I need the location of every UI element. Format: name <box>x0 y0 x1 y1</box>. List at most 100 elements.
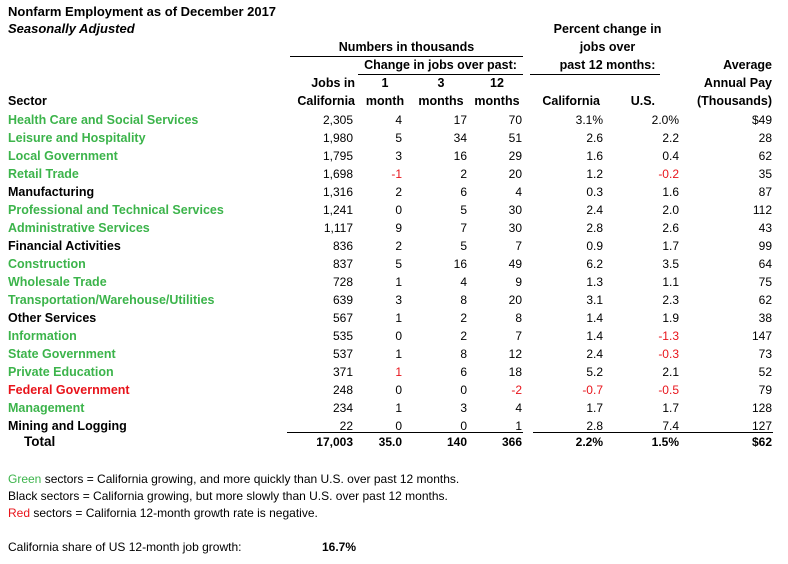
change-1m-value: 1 <box>395 401 402 415</box>
us-pct-value: 2.2 <box>662 131 679 145</box>
ca-pct-value: 2.8 <box>586 419 603 433</box>
sector-name: Health Care and Social Services <box>8 113 199 127</box>
sector-name: Leisure and Hospitality <box>8 131 146 145</box>
us-pct-value: 7.4 <box>662 419 679 433</box>
share-value: 16.7% <box>322 540 357 554</box>
header-numbers-thousands: Numbers in thousands <box>338 40 475 54</box>
jobs-value: 728 <box>332 275 353 289</box>
total-3m: 140 <box>446 435 467 449</box>
jobs-value: 1,241 <box>322 203 353 217</box>
change-12m-value: 18 <box>508 365 522 379</box>
header-avg-l1: Average <box>723 58 772 72</box>
change-1m-value: 5 <box>395 131 402 145</box>
change-12m-value: 4 <box>515 185 522 199</box>
change-1m-value: -1 <box>391 167 402 181</box>
header-pct-change-l2: jobs over <box>579 40 636 54</box>
jobs-value: 234 <box>332 401 353 415</box>
change-1m-value: 1 <box>395 347 402 361</box>
ca-pct-value: 3.1% <box>575 113 603 127</box>
sector-name: Wholesale Trade <box>8 275 107 289</box>
avg-pay-value: 28 <box>758 131 772 145</box>
change-12m-value: 30 <box>508 221 522 235</box>
change-3m-value: 4 <box>460 275 467 289</box>
total-pay: $62 <box>751 435 772 449</box>
table-row: Financial Activities 836 2 5 7 0.9 1.7 99 <box>0 237 788 255</box>
us-pct-value: 2.3 <box>662 293 679 307</box>
sector-name: Other Services <box>8 311 97 325</box>
change-1m-value: 0 <box>395 419 402 433</box>
jobs-value: 567 <box>332 311 353 325</box>
change-12m-value: 1 <box>515 419 522 433</box>
header-1m-l1: 1 <box>381 76 389 90</box>
header-avg-l2: Annual Pay <box>703 76 772 90</box>
jobs-value: 836 <box>332 239 353 253</box>
sector-name: Information <box>8 329 77 343</box>
ca-pct-value: 3.1 <box>586 293 603 307</box>
avg-pay-value: 99 <box>758 239 772 253</box>
total-jobs: 17,003 <box>316 435 353 449</box>
header-us: U.S. <box>630 94 655 108</box>
avg-pay-value: 35 <box>758 167 772 181</box>
change-3m-value: 2 <box>460 167 467 181</box>
page-title: Nonfarm Employment as of December 2017 <box>8 4 277 19</box>
change-3m-value: 17 <box>453 113 467 127</box>
change-12m-value: 30 <box>508 203 522 217</box>
ca-pct-value: 1.4 <box>586 329 603 343</box>
sector-name: Manufacturing <box>8 185 95 199</box>
jobs-value: 1,698 <box>322 167 353 181</box>
avg-pay-value: 64 <box>758 257 772 271</box>
header-1m-l2: month <box>365 94 405 108</box>
table-row: Local Government 1,795 3 16 29 1.6 0.4 62 <box>0 147 788 165</box>
table-row: Mining and Logging 22 0 0 1 2.8 7.4 127 <box>0 417 788 435</box>
ca-pct-value: 0.3 <box>586 185 603 199</box>
change-1m-value: 2 <box>395 185 402 199</box>
ca-pct-value: 6.2 <box>586 257 603 271</box>
table-row: Administrative Services 1,117 9 7 30 2.8 2.6 43 <box>0 219 788 237</box>
change-12m-value: -2 <box>511 383 522 397</box>
total-1m: 35.0 <box>378 435 402 449</box>
legend-green-word: Green <box>8 472 42 486</box>
ca-pct-value: 1.7 <box>586 401 603 415</box>
change-3m-value: 8 <box>460 293 467 307</box>
sector-name: Transportation/Warehouse/Utilities <box>8 293 215 307</box>
header-avg-l3: (Thousands) <box>697 94 772 108</box>
change-1m-value: 0 <box>395 383 402 397</box>
us-pct-value: 1.6 <box>662 185 679 199</box>
sector-name: Retail Trade <box>8 167 79 181</box>
avg-pay-value: 128 <box>751 401 772 415</box>
us-pct-value: 2.1 <box>662 365 679 379</box>
avg-pay-value: 73 <box>758 347 772 361</box>
table-row: Construction 837 5 16 49 6.2 3.5 64 <box>0 255 788 273</box>
sector-name: Construction <box>8 257 86 271</box>
sector-name: Federal Government <box>8 383 130 397</box>
header-jobs-l2: California <box>297 94 355 108</box>
ca-pct-value: 1.2 <box>586 167 603 181</box>
change-3m-value: 3 <box>460 401 467 415</box>
us-pct-value: 1.7 <box>662 239 679 253</box>
header-sector: Sector <box>8 94 47 108</box>
sector-name: Local Government <box>8 149 118 163</box>
ca-pct-value: 2.6 <box>586 131 603 145</box>
change-12m-value: 7 <box>515 239 522 253</box>
jobs-value: 371 <box>332 365 353 379</box>
header-jobs-l1: Jobs in <box>311 76 355 90</box>
change-1m-value: 1 <box>395 365 402 379</box>
change-3m-value: 5 <box>460 203 467 217</box>
table-row: State Government 537 1 8 12 2.4 -0.3 73 <box>0 345 788 363</box>
us-pct-value: -0.5 <box>658 383 679 397</box>
legend-black-text: sectors = California growing, but more s… <box>37 489 448 503</box>
sector-name: Administrative Services <box>8 221 150 235</box>
avg-pay-value: 43 <box>758 221 772 235</box>
change-3m-value: 16 <box>453 149 467 163</box>
ca-pct-value: 2.8 <box>586 221 603 235</box>
header-3m-l1: 3 <box>437 76 445 90</box>
table-row: Information 535 0 2 7 1.4 -1.3 147 <box>0 327 788 345</box>
change-3m-value: 0 <box>460 419 467 433</box>
avg-pay-value: 62 <box>758 149 772 163</box>
ca-pct-value: 1.4 <box>586 311 603 325</box>
avg-pay-value: 127 <box>751 419 772 433</box>
ca-pct-value: 5.2 <box>586 365 603 379</box>
sector-name: Professional and Technical Services <box>8 203 224 217</box>
jobs-value: 1,795 <box>322 149 353 163</box>
ca-pct-value: 2.4 <box>586 203 603 217</box>
